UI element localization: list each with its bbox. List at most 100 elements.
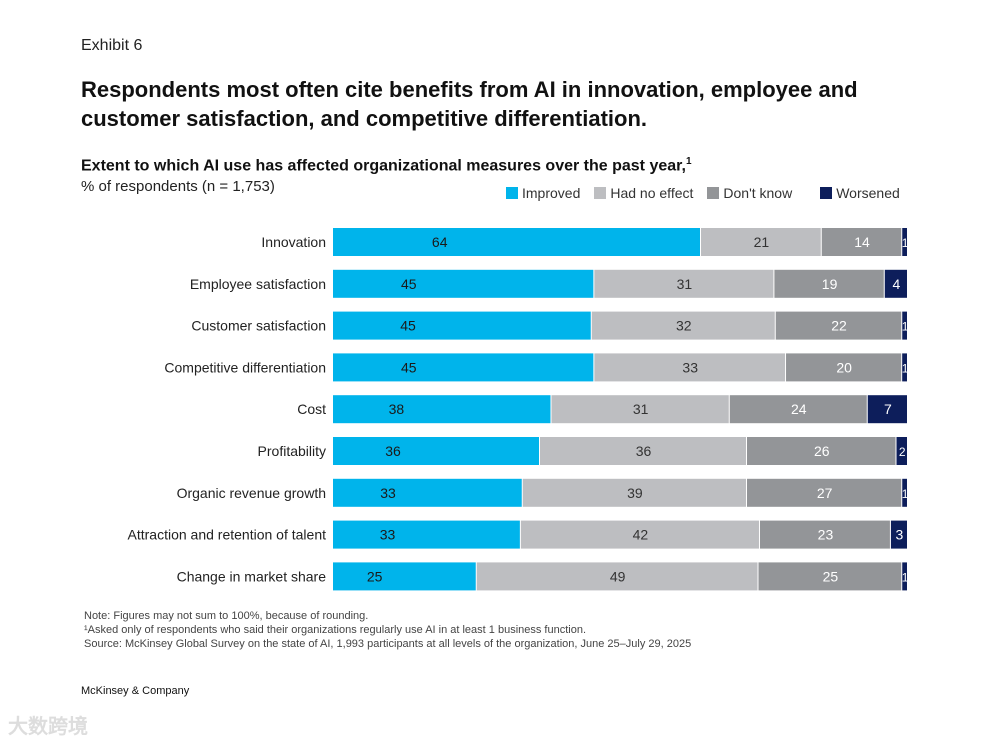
- data-label: 1: [902, 320, 909, 334]
- data-label: 4: [892, 276, 900, 292]
- data-label: 26: [814, 443, 830, 459]
- data-label: 20: [836, 359, 852, 375]
- bar-segment: [333, 228, 700, 256]
- data-label: 33: [682, 359, 698, 375]
- bar-segment: [594, 353, 786, 382]
- data-label: 31: [633, 401, 649, 417]
- chart-title: Respondents most often cite benefits fro…: [81, 77, 858, 131]
- data-label: 45: [400, 318, 416, 334]
- legend-swatch: [820, 187, 833, 199]
- data-label: 38: [389, 401, 405, 417]
- legend-swatch: [707, 187, 720, 199]
- chart-subtitle: Extent to which AI use has affected orga…: [81, 156, 692, 175]
- footnotes: Note: Figures may not sum to 100%, becau…: [84, 609, 691, 651]
- data-label: 39: [627, 485, 643, 501]
- category-label: Profitability: [258, 443, 326, 459]
- bar-segment: [884, 269, 907, 298]
- bar-segment: [333, 478, 522, 507]
- category-label: Cost: [297, 401, 326, 417]
- bar-segment: [902, 478, 907, 507]
- data-label: 3: [896, 527, 904, 543]
- note-source: Source: McKinsey Global Survey on the st…: [84, 638, 692, 650]
- bar-segment: [333, 311, 591, 340]
- legend-swatch: [506, 187, 518, 199]
- data-label: 22: [831, 318, 847, 334]
- data-label: 45: [401, 359, 417, 375]
- data-label: 2: [899, 445, 906, 459]
- bar-segment: [333, 437, 539, 465]
- data-label: 24: [791, 401, 807, 417]
- bar-segment: [333, 269, 594, 298]
- bar-segment: [540, 437, 746, 465]
- legend: Improved Had no effect Don't know Worsened: [506, 185, 904, 201]
- data-label: 33: [380, 485, 396, 501]
- bar-segment: [729, 395, 867, 424]
- bar-segment: [476, 562, 758, 591]
- subtitle-footnote: 1: [685, 156, 692, 167]
- exhibit-label: Exhibit 6: [81, 37, 143, 54]
- bar-segment: [758, 562, 902, 591]
- data-label: 1: [902, 236, 909, 250]
- legend-label: Had no effect: [610, 185, 694, 201]
- bar-segment: [591, 311, 775, 340]
- data-label: 36: [636, 443, 652, 459]
- data-label: 1: [902, 487, 909, 501]
- data-label: 14: [854, 234, 870, 250]
- data-label: 1: [902, 570, 909, 584]
- category-label: Organic revenue growth: [177, 485, 326, 501]
- bar-segment: [551, 395, 729, 424]
- data-label: 25: [823, 568, 839, 584]
- brand-name: McKinsey & Company: [81, 685, 190, 697]
- bar-segment: [333, 562, 476, 591]
- bar-segment: [333, 395, 551, 424]
- bar-segment: [890, 520, 907, 549]
- category-label: Change in market share: [177, 568, 327, 584]
- bar-segment: [747, 437, 896, 465]
- bar-segment: [333, 520, 520, 549]
- bar-segment: [902, 353, 907, 382]
- category-label: Innovation: [261, 234, 326, 250]
- legend-item-don-t-know: Don't know: [707, 185, 792, 201]
- data-label: 21: [754, 234, 770, 250]
- category-label: Competitive differentiation: [164, 359, 326, 375]
- bar-segment: [701, 228, 821, 256]
- data-label: 23: [818, 527, 834, 543]
- data-label: 33: [380, 527, 396, 543]
- bar-segment: [747, 478, 902, 507]
- category-label: Customer satisfaction: [191, 318, 326, 334]
- bar-segment: [333, 353, 594, 382]
- bar-segment: [774, 269, 884, 298]
- legend-item-had-no-effect: Had no effect: [594, 185, 693, 201]
- legend-item-improved: Improved: [506, 185, 580, 201]
- data-label: 64: [432, 234, 448, 250]
- note-footnote-1: ¹Asked only of respondents who said thei…: [84, 624, 587, 636]
- data-label: 49: [610, 568, 626, 584]
- bar-segment: [902, 228, 907, 256]
- legend-label: Improved: [522, 185, 581, 201]
- legend-label: Don't know: [723, 185, 793, 201]
- data-label: 36: [385, 443, 401, 459]
- data-label: 19: [822, 276, 838, 292]
- bar-segment: [522, 478, 746, 507]
- data-label: 27: [817, 485, 833, 501]
- data-label: 7: [884, 401, 892, 417]
- bar-segment: [520, 520, 759, 549]
- data-label: 42: [633, 527, 649, 543]
- data-label: 31: [677, 276, 693, 292]
- legend-swatch: [594, 187, 607, 199]
- bar-segment: [775, 311, 902, 340]
- data-label: 32: [676, 318, 692, 334]
- data-label: 25: [367, 568, 383, 584]
- category-label: Attraction and retention of talent: [128, 527, 327, 543]
- bar-segment: [896, 437, 907, 465]
- bar-segment: [867, 395, 907, 424]
- bar-segment: [902, 562, 907, 591]
- data-label: 45: [401, 276, 417, 292]
- watermark: 大数跨境: [8, 716, 88, 738]
- bar-segment: [759, 520, 890, 549]
- bar-segment: [786, 353, 902, 382]
- unit-label: % of respondents (n = 1,753): [81, 178, 275, 195]
- bar-segment: [821, 228, 902, 256]
